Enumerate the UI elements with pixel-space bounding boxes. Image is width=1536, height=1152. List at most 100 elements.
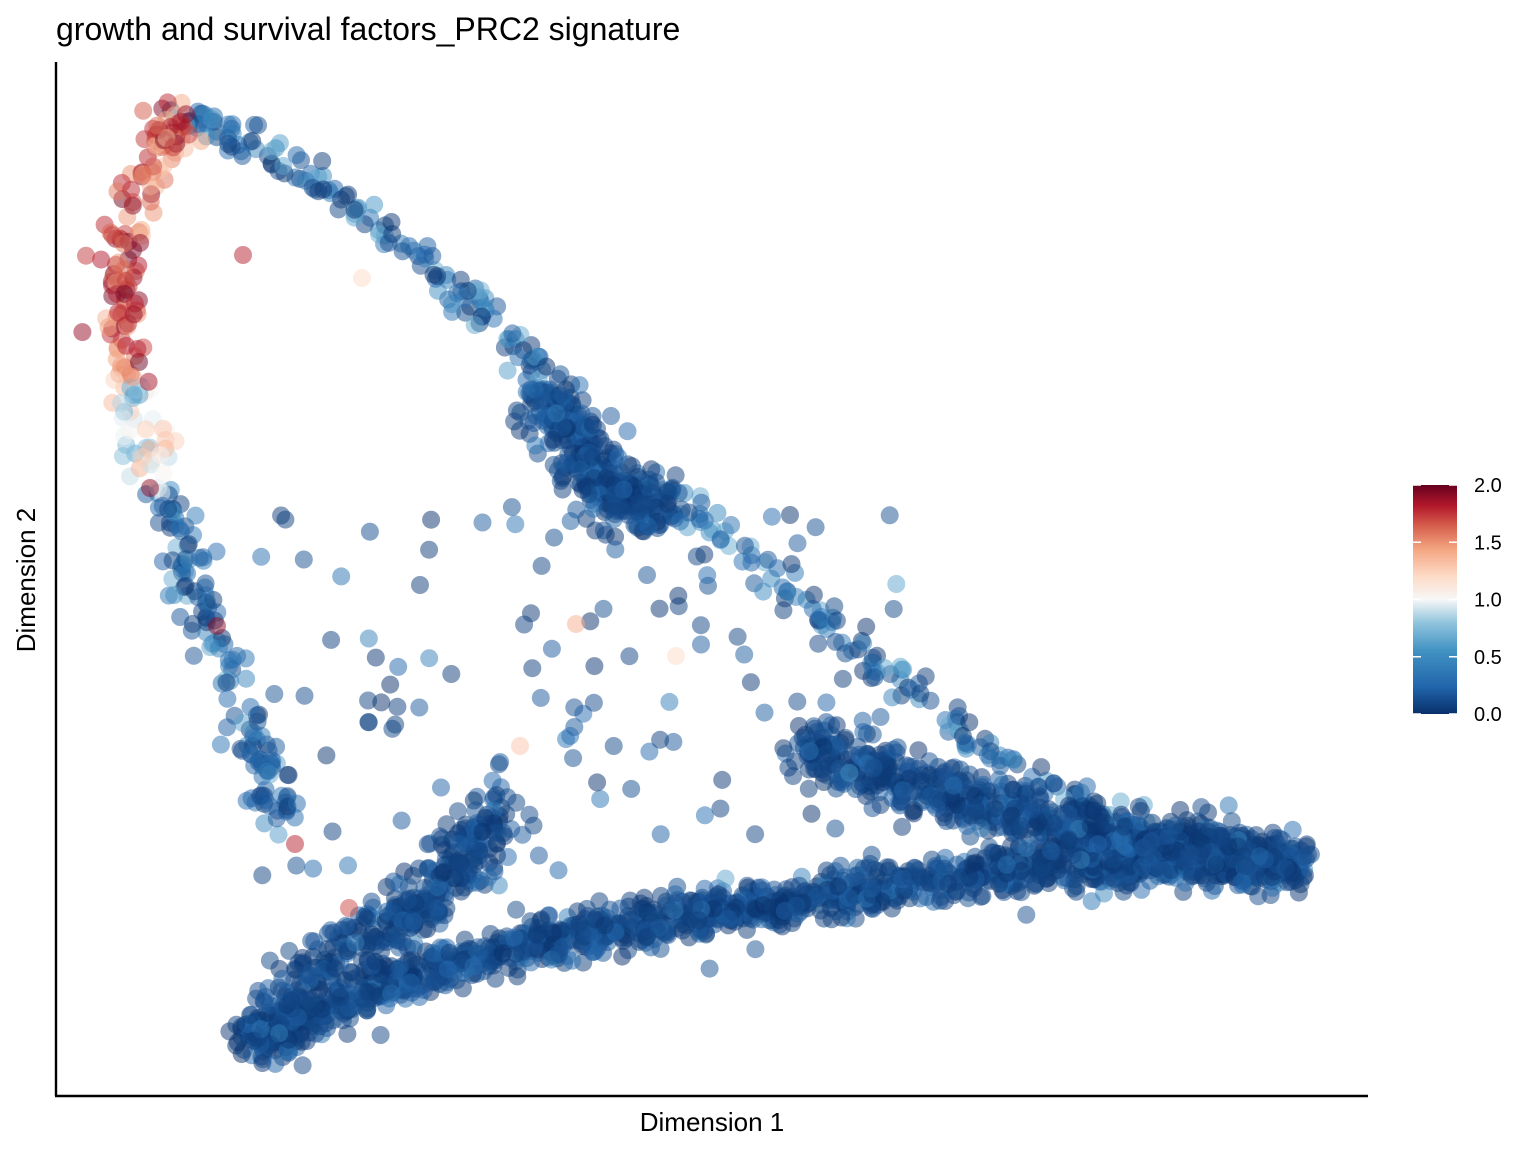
data-point [944,776,963,795]
data-point [371,1026,390,1044]
data-point [1042,842,1060,860]
data-point [927,875,946,894]
data-point [236,649,255,668]
data-point [265,685,284,703]
data-point [303,997,322,1016]
data-point [622,779,641,798]
data-point [260,951,279,970]
colorbar-tick-label: 0.0 [1474,704,1502,726]
data-point [997,855,1016,874]
data-point [249,116,267,135]
data-point [960,713,979,732]
data-point [1181,844,1200,863]
data-point [761,898,780,917]
data-point [573,391,592,410]
data-point [774,739,793,758]
data-point [523,659,542,678]
data-point [339,856,357,875]
data-point [567,615,585,633]
data-point [409,859,428,878]
data-point [673,921,692,940]
data-point [322,630,341,649]
data-point [300,965,319,984]
data-point [554,387,573,406]
data-point [802,804,821,823]
data-point [274,157,293,175]
data-point [1044,774,1063,793]
data-point [211,735,230,754]
data-point [1222,812,1241,831]
data-point [650,599,669,618]
data-point [746,825,765,844]
data-point [1192,798,1211,817]
data-point [506,515,525,534]
data-point [287,794,306,813]
y-axis-label: Dimension 2 [11,508,41,653]
data-point [804,585,823,604]
data-point [532,391,551,410]
data-point [323,822,342,841]
data-point [99,318,118,337]
data-point [218,718,236,737]
data-point [862,879,881,898]
data-point [1032,758,1051,777]
data-point [493,944,512,963]
data-point [966,799,985,818]
data-point [781,506,799,524]
data-point [473,822,492,841]
data-point [114,234,133,253]
data-point [237,669,256,688]
data-point [584,693,603,712]
data-point [73,323,92,342]
data-point [453,979,472,998]
data-point [130,353,148,371]
data-point [386,715,405,734]
data-point [561,726,580,745]
data-point [318,924,337,943]
data-point [583,447,602,466]
data-point [253,1054,272,1073]
data-point [506,944,525,963]
data-point [389,657,408,676]
data-point [423,943,442,962]
data-point [619,941,638,960]
data-point [966,853,985,872]
colorbar-tick-label: 1.0 [1474,590,1502,612]
data-point [432,778,450,797]
data-point [170,519,189,538]
data-point [293,1056,312,1075]
data-point [362,892,381,911]
data-point [266,1054,285,1073]
data-point [313,152,332,170]
data-point [529,846,548,865]
data-point [223,650,242,669]
scatter-points [73,93,1320,1075]
data-point [1143,848,1162,867]
data-point [208,617,226,635]
data-point [573,923,592,942]
data-point [863,799,882,818]
data-point [648,922,667,941]
data-point [788,692,807,711]
data-point [827,611,846,630]
data-point [488,846,506,865]
data-point [570,460,589,479]
data-point [164,138,183,157]
data-point [597,468,616,487]
data-point [420,649,439,668]
data-point [871,708,890,726]
data-point [602,407,620,425]
data-point [901,867,919,886]
data-point [829,877,848,896]
data-point [159,500,178,519]
data-point [713,770,732,789]
data-point [464,957,483,976]
data-point [557,454,576,473]
data-point [857,617,876,636]
data-point [788,534,807,553]
data-point [787,896,806,915]
data-point [280,941,299,960]
data-point [864,759,883,778]
data-point [260,796,279,815]
